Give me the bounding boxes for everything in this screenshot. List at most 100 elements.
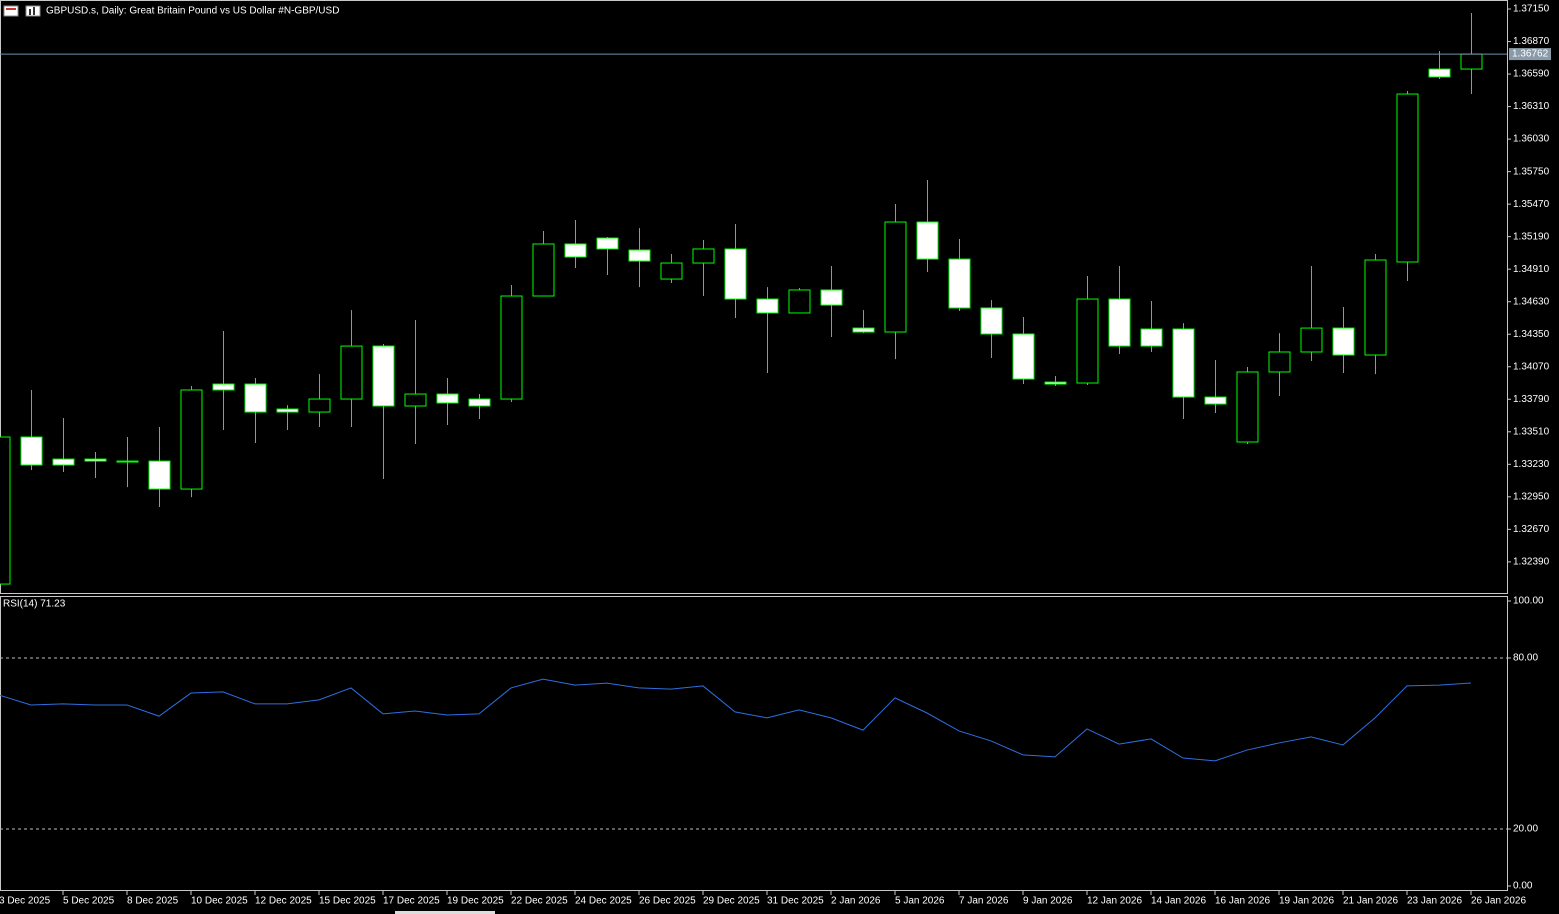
candle-body (788, 289, 811, 314)
candle-body (308, 398, 331, 413)
candle-body (468, 398, 491, 407)
candle-body (1460, 53, 1483, 70)
y-tick-label: 1.33510 (1513, 426, 1550, 437)
candle-body (1236, 371, 1259, 443)
y-tick-label: 1.32390 (1513, 557, 1550, 568)
y-tick-label: 1.36590 (1513, 69, 1550, 80)
x-tick-label: 8 Dec 2025 (127, 896, 179, 907)
candle-body (1108, 298, 1131, 347)
y-tick-label: 1.36870 (1513, 36, 1550, 47)
x-tick-label: 26 Dec 2025 (639, 896, 696, 907)
candle-body (564, 243, 587, 258)
x-tick-label: 19 Jan 2026 (1279, 896, 1334, 907)
candle-body (1396, 93, 1419, 263)
candle-body (884, 221, 907, 333)
candle-body (1172, 328, 1195, 398)
x-tick-label: 21 Jan 2026 (1343, 896, 1398, 907)
x-tick-label: 9 Jan 2026 (1023, 896, 1073, 907)
candle-body (148, 460, 171, 490)
y-tick-label: 80.00 (1513, 653, 1538, 664)
candle-body (724, 248, 747, 300)
rsi-title: RSI(14) 71.23 (3, 599, 66, 610)
x-tick-label: 7 Jan 2026 (959, 896, 1009, 907)
price-panel-border (0, 0, 1508, 594)
candle-body (532, 243, 555, 297)
y-tick-label: 100.00 (1513, 596, 1544, 607)
y-tick-label: 1.34630 (1513, 296, 1550, 307)
x-tick-label: 23 Jan 2026 (1407, 896, 1462, 907)
candle-body (692, 248, 715, 264)
y-tick-label: 1.33790 (1513, 394, 1550, 405)
y-tick-label: 1.35470 (1513, 199, 1550, 210)
candle-body (820, 289, 843, 306)
candle-body (1044, 381, 1067, 385)
candle-body (212, 383, 235, 391)
rsi-line (0, 678, 1472, 762)
candle-body (852, 327, 875, 333)
x-tick-label: 22 Dec 2025 (511, 896, 568, 907)
y-tick-label: 1.34070 (1513, 361, 1550, 372)
candle-body (436, 393, 459, 404)
y-tick-label: 1.36310 (1513, 101, 1550, 112)
candle-body (1076, 298, 1099, 384)
rsi-panel-border (0, 596, 1508, 891)
candle-body (1300, 327, 1323, 353)
y-tick-label: 1.33230 (1513, 459, 1550, 470)
y-tick-label: 1.32670 (1513, 524, 1550, 535)
candle-body (20, 436, 43, 466)
x-tick-label: 29 Dec 2025 (703, 896, 760, 907)
chart-title: GBPUSD.s, Daily: Great Britain Pound vs … (46, 6, 339, 17)
y-tick-label: 1.37150 (1513, 4, 1550, 15)
candle-body (372, 345, 395, 407)
current-price-label: 1.36762 (1512, 49, 1549, 60)
x-tick-label: 5 Jan 2026 (895, 896, 945, 907)
x-tick-label: 17 Dec 2025 (383, 896, 440, 907)
y-tick-label: 0.00 (1513, 881, 1533, 892)
y-tick-label: 1.32950 (1513, 491, 1550, 502)
x-tick-label: 16 Jan 2026 (1215, 896, 1270, 907)
candle-body (1140, 328, 1163, 347)
x-tick-label: 12 Dec 2025 (255, 896, 312, 907)
y-tick-label: 20.00 (1513, 824, 1538, 835)
candle-body (948, 258, 971, 309)
x-tick-label: 19 Dec 2025 (447, 896, 504, 907)
x-tick-label: 12 Jan 2026 (1087, 896, 1142, 907)
candle-body (660, 262, 683, 280)
y-tick-label: 1.35750 (1513, 166, 1550, 177)
candle-body (276, 408, 299, 413)
candle-body (1204, 396, 1227, 405)
x-tick-label: 3 Dec 2025 (0, 896, 51, 907)
candle-body (52, 458, 75, 466)
y-tick-label: 1.36030 (1513, 134, 1550, 145)
candle-body (916, 221, 939, 260)
candle-body (596, 237, 619, 250)
candle-body (1268, 351, 1291, 373)
x-tick-label: 15 Dec 2025 (319, 896, 376, 907)
candle-body (244, 383, 267, 413)
candle-body (1332, 327, 1355, 356)
candle-body (404, 393, 427, 407)
y-tick-label: 1.35190 (1513, 231, 1550, 242)
scrollbar[interactable] (395, 911, 495, 914)
x-tick-label: 24 Dec 2025 (575, 896, 632, 907)
candle-body (756, 298, 779, 314)
x-tick-label: 10 Dec 2025 (191, 896, 248, 907)
x-tick-label: 26 Jan 2026 (1471, 896, 1526, 907)
x-tick-label: 31 Dec 2025 (767, 896, 824, 907)
candle-body (340, 345, 363, 400)
candle-body (180, 389, 203, 490)
x-tick-label: 5 Dec 2025 (63, 896, 115, 907)
current-price-box (1509, 48, 1551, 61)
candle-body (116, 460, 139, 463)
candle-body (84, 458, 107, 462)
x-tick-label: 2 Jan 2026 (831, 896, 881, 907)
candle-body (628, 249, 651, 262)
symbol-icons[interactable] (3, 5, 41, 17)
x-tick-label: 14 Jan 2026 (1151, 896, 1206, 907)
candle-body (1364, 259, 1387, 356)
candle-body (0, 436, 11, 585)
y-tick-label: 1.34910 (1513, 264, 1550, 275)
candle-body (980, 307, 1003, 335)
